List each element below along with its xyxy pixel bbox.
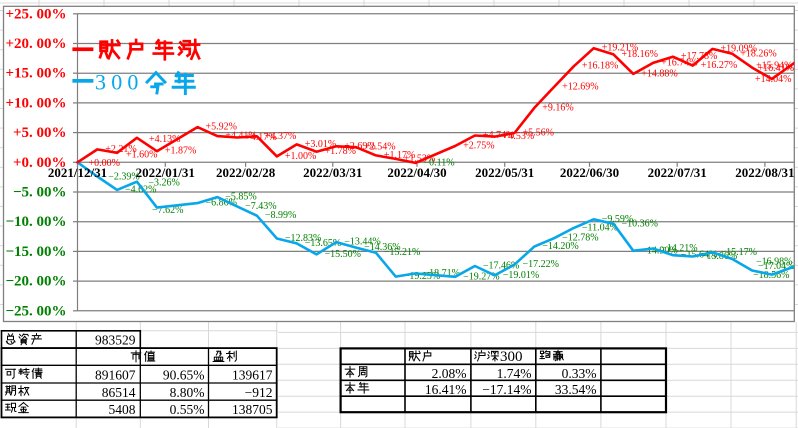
svg-text:16.41%: 16.41% (425, 382, 467, 397)
svg-text:−12.78%: −12.78% (562, 233, 598, 244)
svg-text:−19.01%: −19.01% (503, 270, 539, 281)
svg-text:2022/07/31: 2022/07/31 (648, 165, 707, 180)
svg-text:−19.25%: −19.25% (404, 271, 440, 282)
svg-text:+20. 00%: +20. 00% (5, 36, 66, 52)
svg-text:+5. 00%: +5. 00% (13, 125, 67, 141)
svg-text:−5.85%: −5.85% (225, 192, 256, 203)
svg-text:2022/03/31: 2022/03/31 (303, 165, 362, 180)
svg-text:2022/05/31: 2022/05/31 (475, 165, 534, 180)
svg-text:−7.62%: −7.62% (152, 205, 183, 216)
svg-text:+1.17%: +1.17% (384, 150, 415, 161)
svg-text:139617: 139617 (232, 368, 273, 383)
svg-text:138705: 138705 (232, 402, 273, 417)
svg-text:−0.11%: −0.11% (424, 157, 455, 168)
svg-text:−8.99%: −8.99% (265, 210, 296, 221)
svg-text:+15.94%: +15.94% (756, 61, 792, 72)
svg-text:+25. 00%: +25. 00% (5, 6, 66, 22)
svg-text:−19.27%: −19.27% (463, 271, 499, 282)
svg-text:−10.36%: −10.36% (622, 218, 658, 229)
svg-text:+16.27%: +16.27% (701, 60, 737, 71)
svg-text:+4.17%: +4.17% (245, 132, 276, 143)
svg-text:−7.43%: −7.43% (245, 201, 276, 212)
svg-text:+2.75%: +2.75% (463, 141, 494, 152)
svg-text:+4.13%: +4.13% (149, 134, 180, 145)
svg-text:+18.26%: +18.26% (740, 48, 776, 59)
svg-text:+16.74%: +16.74% (661, 57, 697, 68)
svg-text:−16.98%: −16.98% (756, 257, 792, 268)
svg-text:−5. 00%: −5. 00% (13, 185, 67, 201)
svg-text:−17.14%: −17.14% (482, 382, 531, 397)
svg-text:+1.60%: +1.60% (126, 150, 157, 161)
svg-text:+19.21%: +19.21% (602, 43, 638, 54)
svg-text:90.65%: 90.65% (163, 368, 205, 383)
svg-text:86514: 86514 (102, 385, 136, 400)
svg-text:2022/04/30: 2022/04/30 (387, 165, 446, 180)
svg-text:−17.22%: −17.22% (523, 259, 559, 270)
svg-text:+4.53%: +4.53% (503, 131, 534, 142)
svg-text:+9.16%: +9.16% (542, 102, 573, 113)
svg-text:−17.04%: −17.04% (758, 261, 794, 272)
svg-text:+2.54%: +2.54% (364, 142, 395, 153)
svg-text:−17.46%: −17.46% (483, 261, 519, 272)
svg-text:−15. 00%: −15. 00% (5, 244, 66, 260)
svg-text:+1.53%: +1.53% (404, 153, 435, 164)
svg-text:300: 300 (500, 349, 523, 365)
svg-text:−10. 00%: −10. 00% (5, 214, 66, 230)
svg-text:2022/01/31: 2022/01/31 (136, 165, 195, 180)
svg-text:2022/06/30: 2022/06/30 (560, 165, 619, 180)
svg-text:−3.26%: −3.26% (148, 177, 179, 188)
svg-text:+2.69%: +2.69% (344, 141, 375, 152)
svg-text:2022/08/31: 2022/08/31 (735, 165, 794, 180)
svg-text:−25. 00%: −25. 00% (5, 303, 66, 319)
svg-text:−12.83%: −12.83% (285, 233, 321, 244)
svg-text:891607: 891607 (95, 368, 136, 383)
svg-text:+12.69%: +12.69% (562, 81, 598, 92)
svg-text:2.08%: 2.08% (432, 366, 467, 381)
svg-text:+5.56%: +5.56% (523, 128, 554, 139)
svg-text:2021/12/31: 2021/12/31 (48, 165, 107, 180)
svg-text:983529: 983529 (95, 333, 136, 348)
svg-text:+14.88%: +14.88% (641, 68, 677, 79)
svg-text:−20. 00%: −20. 00% (5, 274, 66, 290)
svg-text:+1.00%: +1.00% (285, 151, 316, 162)
svg-text:−2.39%: −2.39% (108, 171, 139, 182)
svg-text:+15. 00%: +15. 00% (5, 66, 66, 82)
svg-text:−11.04%: −11.04% (582, 222, 618, 233)
svg-text:+19.09%: +19.09% (721, 43, 757, 54)
svg-text:+18.16%: +18.16% (622, 49, 658, 60)
svg-text:+0. 00%: +0. 00% (13, 155, 67, 171)
svg-text:33.54%: 33.54% (555, 382, 597, 397)
svg-text:−15.21%: −15.21% (384, 247, 420, 258)
svg-text:1.74%: 1.74% (497, 366, 532, 381)
svg-text:2022/02/28: 2022/02/28 (216, 165, 276, 180)
svg-text:−14.21%: −14.21% (661, 243, 697, 254)
svg-text:−15.86%: −15.86% (701, 251, 737, 262)
svg-text:0.55%: 0.55% (170, 402, 205, 417)
svg-text:−18.71%: −18.71% (424, 268, 460, 279)
svg-text:−4.62%: −4.62% (125, 185, 156, 196)
svg-text:+1.78%: +1.78% (325, 146, 356, 157)
svg-text:−15.50%: −15.50% (325, 249, 361, 260)
svg-text:+3.01%: +3.01% (305, 139, 336, 150)
svg-text:−6.86%: −6.86% (206, 198, 237, 209)
svg-text:−14.20%: −14.20% (542, 241, 578, 252)
svg-text:+10. 00%: +10. 00% (5, 95, 66, 111)
svg-text:−14.36%: −14.36% (364, 242, 400, 253)
svg-text:−15.17%: −15.17% (721, 247, 757, 258)
svg-text:+17.78%: +17.78% (681, 51, 717, 62)
svg-text:−912: −912 (245, 385, 273, 400)
svg-text:300: 300 (95, 69, 144, 94)
svg-text:0.33%: 0.33% (562, 366, 597, 381)
svg-text:+4.37%: +4.37% (265, 131, 296, 142)
svg-text:+16.41%: +16.41% (758, 63, 794, 74)
svg-text:8.80%: 8.80% (170, 385, 205, 400)
svg-text:−13.44%: −13.44% (344, 237, 380, 248)
svg-text:−13.65%: −13.65% (305, 238, 341, 249)
svg-text:+16.18%: +16.18% (582, 61, 618, 72)
svg-text:+5.92%: +5.92% (206, 122, 237, 133)
svg-text:+1.87%: +1.87% (165, 146, 196, 157)
svg-text:+0.00%: +0.00% (89, 158, 120, 169)
svg-text:5408: 5408 (109, 402, 136, 417)
svg-text:−9.59%: −9.59% (602, 214, 633, 225)
